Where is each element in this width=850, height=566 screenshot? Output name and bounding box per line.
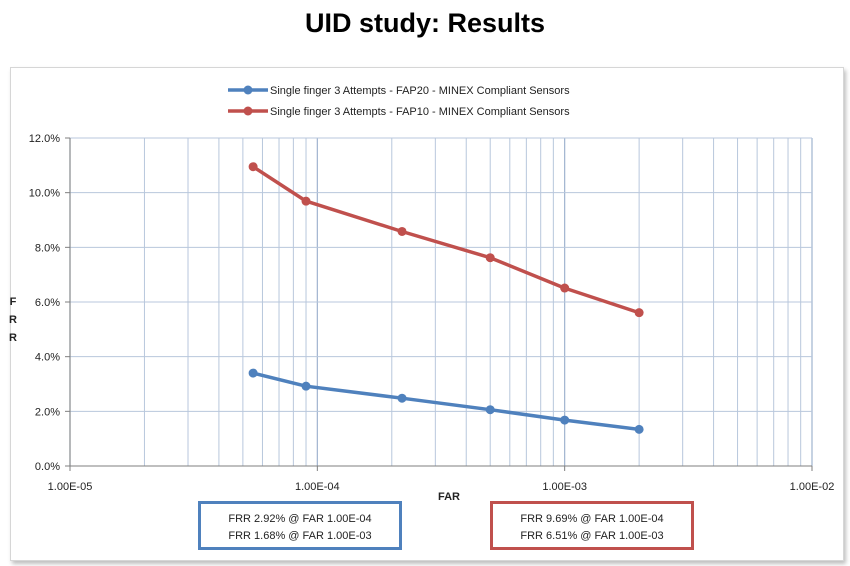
y-tick-label: 6.0% [35,297,60,309]
y-axis-title-letter: F [10,296,17,308]
series-1-point [560,415,570,425]
y-tick-label: 4.0% [35,352,60,364]
series-2-point [634,308,644,318]
y-tick-label: 10.0% [29,188,60,200]
legend-label-2: Single finger 3 Attempts - FAP10 - MINEX… [270,106,570,118]
x-axis-title: FAR [438,491,460,503]
callout-fap10-line2: FRR 6.51% @ FAR 1.00E-03 [520,530,664,542]
legend-marker-1 [243,85,253,95]
callout-fap20-line2: FRR 1.68% @ FAR 1.00E-03 [228,530,372,542]
callout-fap20: FRR 2.92% @ FAR 1.00E-04 FRR 1.68% @ FAR… [198,501,402,550]
y-tick-label: 0.0% [35,461,60,473]
callout-fap10: FRR 9.69% @ FAR 1.00E-04 FRR 6.51% @ FAR… [490,501,694,550]
x-tick-label: 1.00E-03 [542,481,587,493]
callout-fap20-line1: FRR 2.92% @ FAR 1.00E-04 [228,513,372,525]
series-2-point [485,253,495,263]
series-line-1 [252,371,640,432]
legend-label-1: Single finger 3 Attempts - FAP20 - MINEX… [270,85,570,97]
series-1-point [248,368,258,378]
series-2-point [248,162,258,172]
series-2-point [560,283,570,293]
x-tick-label: 1.00E-04 [295,481,340,493]
chart-frame [10,67,844,561]
y-tick-label: 12.0% [29,133,60,145]
x-tick-label: 1.00E-05 [48,481,93,493]
series-1-point [397,393,407,403]
series-line-2 [252,165,640,315]
slide-title: UID study: Results [304,8,546,38]
y-axis-title-letter: R [9,314,17,326]
y-tick-label: 2.0% [35,406,60,418]
y-axis-title-letter: R [9,332,17,344]
callout-fap10-line1: FRR 9.69% @ FAR 1.00E-04 [520,513,664,525]
series-1-point [634,424,644,434]
series-2-point [301,196,311,206]
x-tick-label: 1.00E-02 [790,481,835,493]
series-2-point [397,226,407,236]
y-tick-label: 8.0% [35,242,60,254]
legend-marker-2 [243,106,253,116]
series-1-point [301,381,311,391]
series-1-point [485,405,495,415]
